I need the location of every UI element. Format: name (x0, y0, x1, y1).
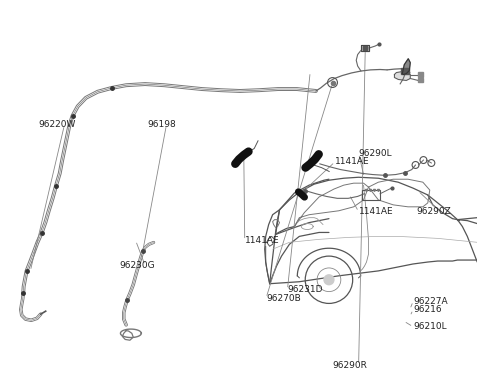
Text: 96290R: 96290R (333, 361, 367, 370)
Text: 1141AE: 1141AE (335, 158, 370, 166)
Text: 1141AE: 1141AE (245, 236, 279, 245)
Text: 96227A: 96227A (413, 296, 448, 306)
Polygon shape (402, 59, 410, 75)
Polygon shape (395, 72, 410, 81)
Text: 96210L: 96210L (413, 322, 447, 331)
Circle shape (324, 275, 334, 285)
Bar (418, 79, 423, 82)
Polygon shape (361, 45, 369, 51)
Text: 96220W: 96220W (38, 120, 76, 129)
Bar (418, 72, 423, 77)
Text: 1141AE: 1141AE (359, 207, 393, 216)
Text: 96230G: 96230G (119, 261, 155, 270)
Text: 96216: 96216 (413, 305, 442, 314)
Bar (362, 190, 380, 200)
Text: 96290L: 96290L (359, 149, 392, 158)
Text: 96198: 96198 (147, 120, 176, 129)
Bar (401, 68, 409, 74)
Text: 96231D: 96231D (288, 285, 323, 294)
Text: 96290Z: 96290Z (417, 207, 451, 216)
Text: 96270B: 96270B (266, 294, 301, 303)
